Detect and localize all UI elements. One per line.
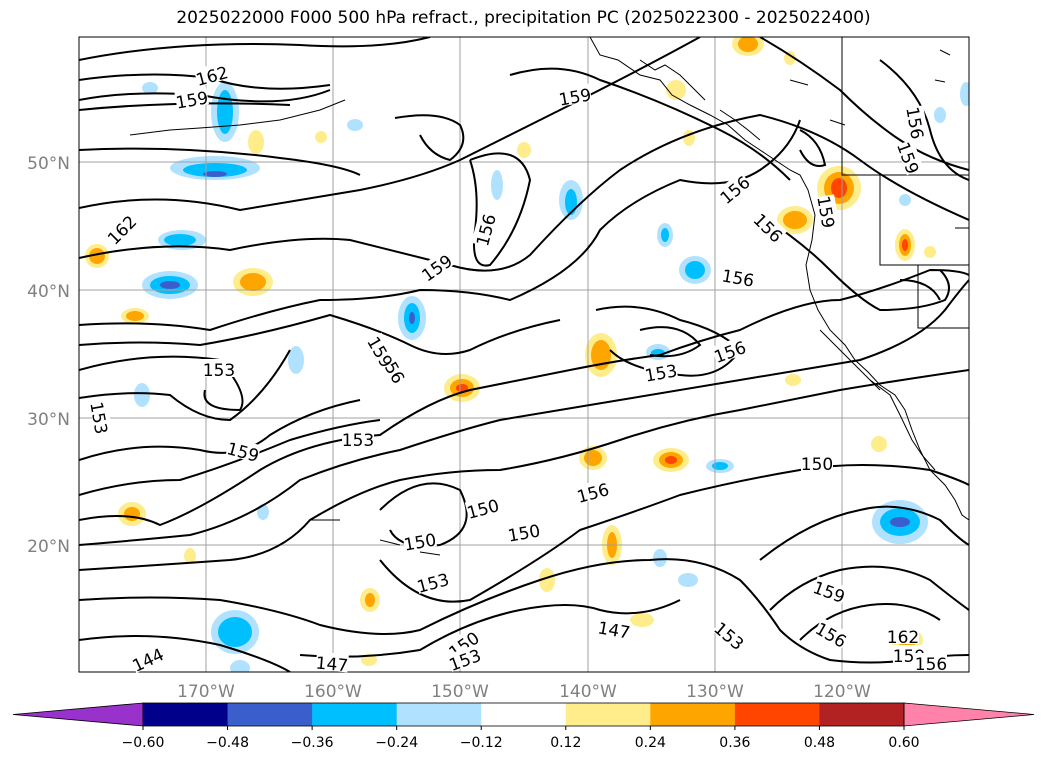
colorbar-segment bbox=[396, 703, 482, 726]
colorbar-tick-label: 0.12 bbox=[550, 735, 581, 751]
contour-label-bg bbox=[751, 208, 788, 245]
lat-label-20: 20°N bbox=[27, 537, 70, 557]
colorbar-segment bbox=[312, 703, 398, 726]
contour-label-bg bbox=[342, 429, 374, 447]
contour-label: 153 bbox=[203, 361, 235, 381]
contour-label-bg bbox=[905, 105, 929, 140]
colorbar-tick-label: −0.60 bbox=[122, 735, 165, 751]
colorbar-tick-label: −0.36 bbox=[291, 735, 334, 751]
contour-label-bg bbox=[193, 61, 230, 87]
map-frame bbox=[78, 36, 970, 673]
colorbar-segment bbox=[481, 703, 567, 726]
colorbar-tick-label: −0.48 bbox=[206, 735, 249, 751]
colorbar-tick-label: −0.12 bbox=[460, 735, 503, 751]
lon-label-150w: 150°W bbox=[431, 682, 489, 702]
contour-label-bg bbox=[365, 332, 398, 370]
colorbar-outline bbox=[142, 702, 905, 727]
colorbar: −0.60 −0.48 −0.36 −0.24 −0.12 0.12 0.24 0.36 0.4… bbox=[12, 702, 1035, 751]
contour-label: 153 bbox=[342, 431, 374, 451]
colorbar-tick-label: 0.48 bbox=[804, 735, 835, 751]
contour-label-bg bbox=[597, 616, 632, 640]
coastlines bbox=[129, 37, 969, 556]
contour-label-bg bbox=[444, 626, 482, 660]
lon-label-170w: 170°W bbox=[177, 682, 235, 702]
contour-label-bg bbox=[471, 211, 497, 248]
contour-label-bg bbox=[174, 86, 209, 110]
lon-label-130w: 130°W bbox=[686, 682, 744, 702]
contour-label-bg bbox=[915, 653, 947, 671]
colorbar-segment bbox=[143, 703, 229, 726]
colorbar-tick-label: 0.24 bbox=[635, 735, 666, 751]
colorbar-extend-low bbox=[12, 702, 144, 727]
contour-label-bg bbox=[711, 336, 748, 365]
contour-label-bg bbox=[102, 210, 139, 247]
contour-label-bg bbox=[895, 139, 924, 176]
contour-label-bg bbox=[128, 643, 166, 674]
contour-label-bg bbox=[506, 519, 541, 543]
colorbar-segment bbox=[819, 703, 905, 726]
colorbar-segment bbox=[227, 703, 313, 726]
colorbar-segment bbox=[650, 703, 736, 726]
contour-label-bg bbox=[712, 617, 749, 652]
colorbar-segment bbox=[565, 703, 651, 726]
contour-label-bg bbox=[574, 478, 611, 504]
lat-label-40: 40°N bbox=[27, 282, 70, 302]
contour-label-bg bbox=[887, 626, 919, 644]
contour-label: 156 bbox=[915, 655, 947, 675]
colorbar-tick-label: −0.24 bbox=[375, 735, 418, 751]
colorbar-tick-label: 0.60 bbox=[888, 735, 919, 751]
lat-label-50: 50°N bbox=[27, 154, 70, 174]
map-title: 2025022000 F000 500 hPa refract., precip… bbox=[176, 8, 871, 28]
contour-label-bg bbox=[715, 171, 752, 206]
contour-label-bg bbox=[417, 249, 455, 283]
map-background bbox=[79, 37, 969, 672]
lon-label-140w: 140°W bbox=[559, 682, 617, 702]
contour-label: 162 bbox=[887, 628, 919, 648]
contour-label-bg bbox=[225, 437, 262, 463]
lon-label-160w: 160°W bbox=[304, 682, 362, 702]
contour-label-bg bbox=[721, 264, 756, 288]
contour-label-bg bbox=[89, 400, 113, 435]
contour-label-bg bbox=[643, 359, 678, 383]
contour-label-bg bbox=[402, 528, 437, 552]
contour-label-bg bbox=[414, 568, 451, 594]
colorbar-segment bbox=[734, 703, 820, 726]
colorbar-extend-high bbox=[903, 702, 1035, 727]
contour-label-bg bbox=[811, 576, 848, 605]
contour-label: 147 bbox=[315, 654, 349, 677]
lon-label-120w: 120°W bbox=[813, 682, 871, 702]
lat-label-30: 30°N bbox=[27, 410, 70, 430]
contour-label-bg bbox=[801, 453, 833, 471]
contour-label-bg bbox=[813, 617, 851, 650]
contour-label-bg bbox=[464, 494, 501, 520]
contour-label: 150 bbox=[801, 455, 833, 475]
refractivity-contours bbox=[79, 37, 969, 672]
contour-label-bg bbox=[203, 359, 235, 377]
contour-label-bg bbox=[315, 651, 349, 673]
contour-label-bg bbox=[446, 644, 483, 673]
contour-label-bg bbox=[557, 83, 592, 107]
contour-label-bg bbox=[816, 194, 840, 229]
colorbar-tick-label: 0.36 bbox=[719, 735, 750, 751]
